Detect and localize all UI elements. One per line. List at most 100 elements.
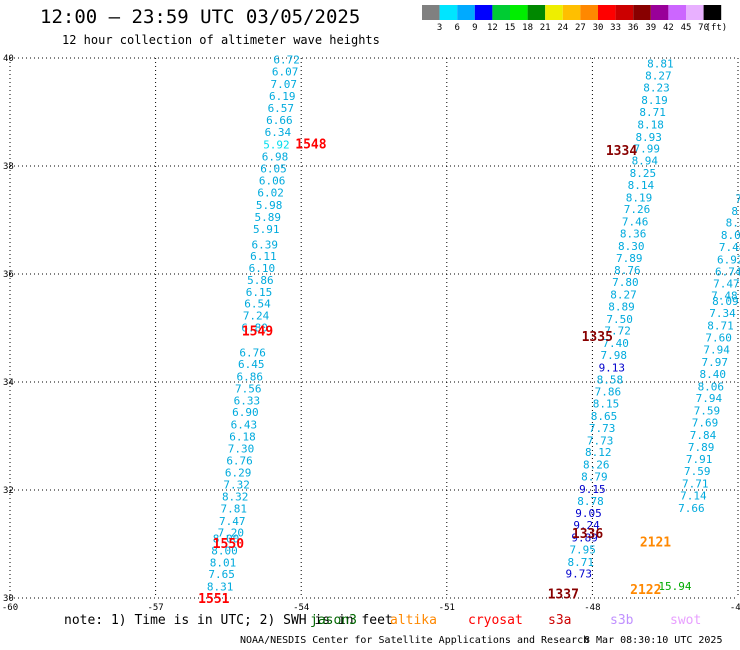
wave-height-point: 7.59 [694, 405, 721, 418]
legend-swatch [510, 5, 528, 20]
wave-height-point: 8.71 [568, 556, 595, 569]
satellite-cryosat: cryosat [468, 613, 523, 628]
legend-swatch [615, 5, 634, 20]
footer-note: note: 1) Time is in UTC; 2) SWH is in fe… [64, 613, 393, 628]
wave-height-point: 7.66 [678, 502, 705, 515]
legend-swatch [439, 5, 458, 20]
legend-label: 39 [645, 23, 656, 33]
pass-label: 1549 [242, 325, 273, 340]
satellite-s3a: s3a [548, 613, 572, 628]
wave-height-point: 8.78 [577, 495, 604, 508]
legend-label: 24 [557, 23, 568, 33]
legend-label: 70 [698, 23, 709, 33]
wave-height-point: 7.72 [604, 325, 631, 338]
wave-height-point: 7.98 [601, 349, 628, 362]
chart-title: 12:00 – 23:59 UTC 03/05/2025 [40, 6, 361, 28]
wave-height-point: 7.89 [688, 441, 715, 454]
wave-height-point: 8.32 [222, 490, 249, 503]
wave-height-point: 8.23 [643, 82, 670, 95]
wave-height-point: 8.25 [630, 167, 657, 180]
pass-label: 2121 [640, 535, 671, 550]
wave-height-point: 6.57 [268, 102, 295, 115]
wave-height-point: 6.76 [239, 346, 266, 359]
wave-height-point: 6.06 [259, 175, 286, 188]
pass-label: 1336 [572, 527, 603, 542]
wave-height-point: 7.71 [682, 478, 709, 491]
wave-height-point: 8.40 [700, 368, 727, 381]
y-tick-label: 30 [3, 594, 14, 604]
wave-height-point: 6.74 [715, 265, 740, 278]
wave-height-point: 8.27 [610, 289, 637, 302]
wave-height-point: 7.99 [634, 143, 661, 156]
wave-height-point: 6.86 [237, 371, 264, 384]
wave-height-point: 8.12 [585, 446, 612, 459]
legend-swatch [527, 5, 546, 20]
wave-height-point: 6.80 [241, 321, 268, 334]
axes: -60 -57 -54 -51 -48 -45 30 32 34 36 38 40 [2, 54, 740, 613]
wave-height-point: 8.81 [647, 57, 674, 70]
footer-credit: NOAA/NESDIS Center for Satellite Applica… [240, 635, 590, 646]
wave-height-point: 7.46 [622, 216, 649, 229]
wave-height-point: 7.26 [624, 203, 651, 216]
pass-label: 1548 [295, 137, 326, 152]
wave-height-point: 8.3 [726, 217, 740, 230]
wave-height-point: 6.11 [250, 250, 277, 263]
wave-height-point: 8.89 [608, 300, 635, 313]
legend-swatch [545, 5, 563, 20]
y-tick-label: 36 [3, 270, 14, 280]
wave-height-point: 8.06 [698, 380, 725, 393]
legend-label: 15 [505, 23, 516, 33]
wave-height-point: 8.27 [645, 69, 672, 82]
grid-lines [9, 57, 739, 599]
wave-height-point: 8.00 [213, 533, 240, 546]
wave-height-point: 8.58 [597, 373, 624, 386]
y-tick-label: 32 [3, 486, 14, 496]
wave-height-point: 7.59 [684, 465, 711, 478]
wave-height-point: 8.71 [639, 106, 666, 119]
wave-height-point: 7.91 [686, 453, 713, 466]
x-tick-label: -57 [147, 603, 163, 613]
legend-swatch [650, 5, 669, 20]
wave-height-point: 6.33 [234, 394, 261, 407]
legend-label: 30 [593, 23, 604, 33]
pass-label: 1337 [548, 588, 579, 603]
wave-height-point: 7.48 [711, 290, 738, 303]
wave-height-point: 7.47 [219, 515, 246, 528]
wave-height-point: 6.45 [238, 358, 265, 371]
legend-swatch [422, 5, 440, 20]
x-tick-label: -54 [293, 603, 309, 613]
legend-swatch [562, 5, 581, 20]
legend-label: 3 [437, 23, 442, 33]
wave-height-point: 6.76 [226, 454, 253, 467]
x-tick-label: -60 [2, 603, 18, 613]
legend-label: 33 [610, 23, 621, 33]
legend-swatch [457, 5, 475, 20]
footer-timestamp: 8 Mar 08:30:10 UTC 2025 [584, 635, 723, 646]
x-tick-label: -51 [439, 603, 455, 613]
wave-height-point: 8.30 [618, 240, 645, 253]
wave-height-point: 8. [731, 205, 740, 218]
satellite-swot: swot [670, 613, 702, 628]
legend-label: 21 [540, 23, 551, 33]
wave-height-point: 6.18 [229, 431, 256, 444]
wave-height-point: 5.98 [256, 199, 283, 212]
legend-label: 6 [454, 23, 459, 33]
wave-height-point: 7.86 [595, 386, 622, 399]
legend-label: 12 [487, 23, 498, 33]
wave-height-point: 6.02 [257, 186, 284, 199]
wave-height-point: 7.50 [606, 313, 633, 326]
legend-unit: (ft) [706, 23, 728, 33]
wave-height-point: 9.89 [571, 532, 598, 545]
wave-height-point: 7.65 [208, 568, 235, 581]
wave-height-point: 7.80 [612, 276, 639, 289]
wave-height-point: 7.94 [696, 392, 723, 405]
wave-height-point: 5.86 [247, 274, 274, 287]
wave-height-point: 7.56 [235, 382, 262, 395]
legend-label: 18 [522, 23, 533, 33]
wave-height-point: 7.60 [705, 332, 732, 345]
wave-height-point: 7.94 [703, 344, 730, 357]
wave-height-point: 9.73 [566, 568, 593, 581]
pass-label: 1335 [582, 330, 613, 345]
legend-label: 27 [575, 23, 586, 33]
